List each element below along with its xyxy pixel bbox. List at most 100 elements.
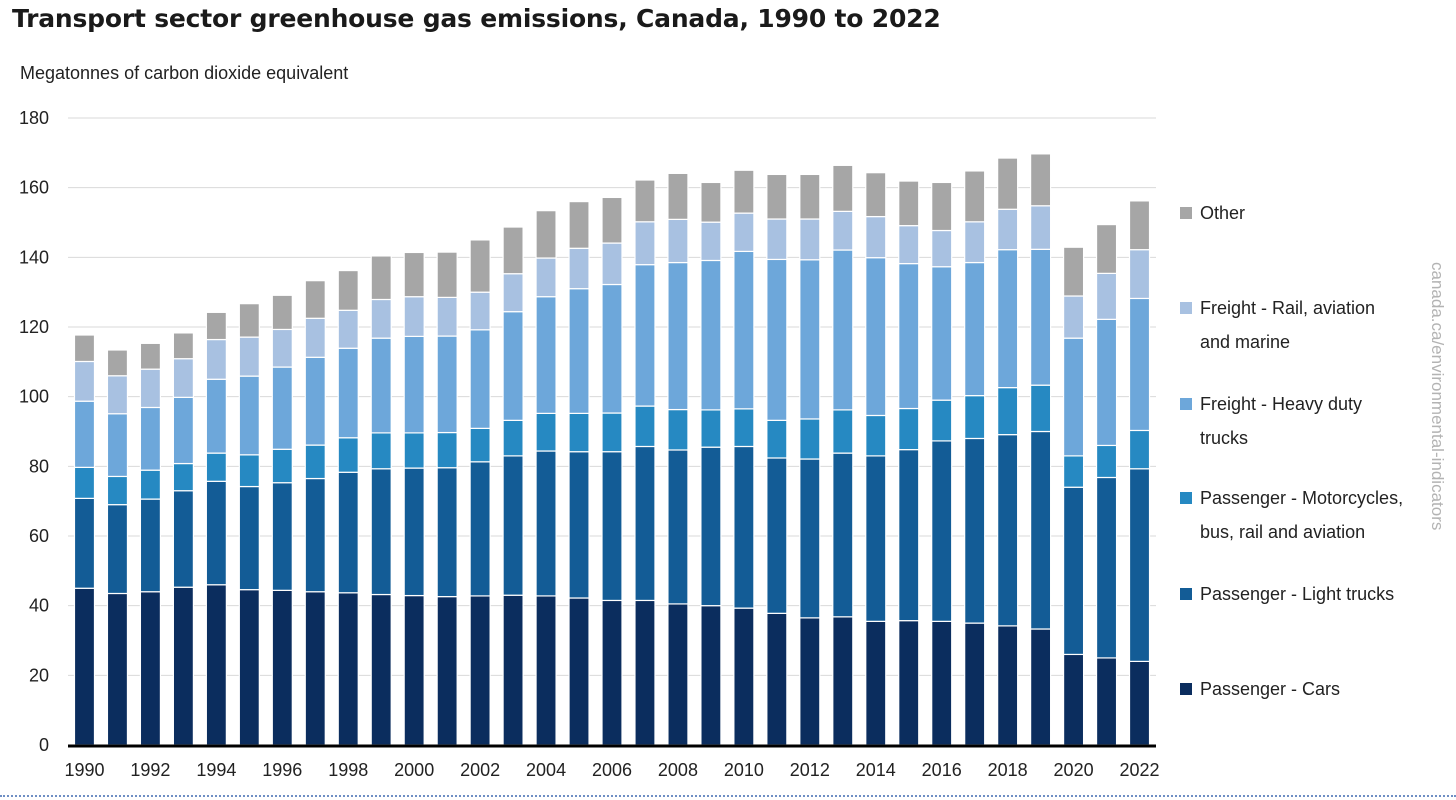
bar-segment [436, 596, 458, 746]
bar-segment [898, 225, 920, 265]
bar-segment [634, 599, 656, 746]
bar-segment [172, 396, 194, 465]
legend-label: Freight - Rail, aviation and marine [1200, 298, 1375, 352]
legend-label-line: trucks [1200, 428, 1248, 448]
y-tick-label: 0 [39, 735, 49, 755]
bar-segment [601, 196, 623, 244]
bar-segment [106, 349, 129, 377]
bar-segment [799, 458, 821, 619]
bar-segment [964, 622, 986, 746]
bar-segment [1062, 653, 1085, 746]
y-tick-label: 100 [19, 387, 49, 407]
bar-segment [667, 261, 689, 411]
bar-segment [139, 342, 162, 370]
bar-segment [865, 172, 887, 218]
bar-segment [700, 259, 722, 411]
bar-segment [1030, 153, 1052, 207]
bar-segment [403, 467, 425, 597]
bar-segment [436, 467, 458, 598]
bar-segment [964, 221, 986, 264]
bar-segment [832, 249, 854, 411]
bar-segment [271, 448, 293, 484]
bar-segment [337, 592, 359, 746]
bar-segment [469, 595, 491, 746]
bar-segment [601, 242, 623, 286]
bar-segment [73, 334, 96, 363]
bar-segment [436, 335, 458, 434]
bar-segment [370, 468, 392, 596]
bar-segment [931, 266, 953, 401]
bar-segment [469, 427, 491, 463]
bar-segment [733, 169, 755, 214]
legend-label: Freight - Heavy duty trucks [1200, 394, 1362, 448]
bar-segment [106, 592, 129, 746]
bar-segment [667, 218, 689, 264]
bar-segment [799, 259, 821, 420]
bar-segment [271, 328, 293, 368]
legend-label-line: bus, rail and aviation [1200, 522, 1365, 542]
bar-segment [667, 449, 689, 605]
bar-segment [568, 597, 590, 746]
bar-segment [502, 419, 524, 457]
bar-segment [700, 181, 722, 223]
y-tick-label: 160 [19, 178, 49, 198]
x-tick-label: 2014 [856, 760, 896, 780]
bar-segment [535, 210, 557, 259]
bar-segment [535, 412, 557, 452]
bar-segment [172, 490, 194, 588]
bar-segment [898, 449, 920, 622]
bar-segment [1095, 476, 1118, 659]
bar-segment [1030, 384, 1052, 433]
bar-segment [601, 599, 623, 746]
bar-segment [73, 360, 96, 402]
bar-segment [502, 594, 524, 746]
bar-segment [568, 201, 590, 249]
y-tick-label: 140 [19, 247, 49, 267]
bar-segment [403, 594, 425, 746]
bar-segment [370, 255, 392, 301]
bar-segment [1030, 205, 1052, 250]
bar-segment [370, 337, 392, 434]
bar-segment [172, 358, 194, 398]
bar-segment [898, 180, 920, 227]
bar-segment [205, 584, 227, 746]
bar-segment [304, 356, 326, 446]
bar-segment [1095, 657, 1118, 746]
bar-segment [1095, 444, 1118, 479]
bar-segment [73, 400, 96, 468]
bar-segment [304, 280, 326, 319]
bar-segment [997, 625, 1019, 746]
bar-segment [1062, 486, 1085, 656]
bar-segment [205, 480, 227, 586]
bar-segment [964, 170, 986, 223]
legend-label: Passenger - Cars [1200, 679, 1340, 699]
bar-segment [1095, 318, 1118, 447]
bar-segment [964, 437, 986, 624]
bar-segment [931, 440, 953, 622]
bar-segment [271, 294, 293, 331]
bar-segment [733, 212, 755, 253]
bar-segment [73, 587, 96, 746]
bar-segment [634, 405, 656, 448]
bar-segment [997, 208, 1019, 251]
bar-segment [436, 431, 458, 469]
bar-segment [898, 407, 920, 451]
x-tick-label: 2022 [1119, 760, 1159, 780]
bar-segment [601, 451, 623, 602]
bar-segment [931, 181, 953, 232]
y-tick-labels: 0 20 40 60 80 100 120 140 160 180 [19, 108, 49, 755]
bar-segment [535, 450, 557, 597]
legend-label: Passenger - Light trucks [1200, 584, 1394, 604]
bar-segment [997, 249, 1019, 389]
legend-swatch [1180, 588, 1192, 600]
bar-segment [1062, 246, 1085, 297]
x-tick-label: 2016 [922, 760, 962, 780]
bar-segment [766, 173, 788, 220]
bar-segment [139, 406, 162, 471]
x-tick-label: 2004 [526, 760, 566, 780]
bar-segment [271, 589, 293, 746]
bar-segment [370, 432, 392, 470]
x-tick-label: 2008 [658, 760, 698, 780]
